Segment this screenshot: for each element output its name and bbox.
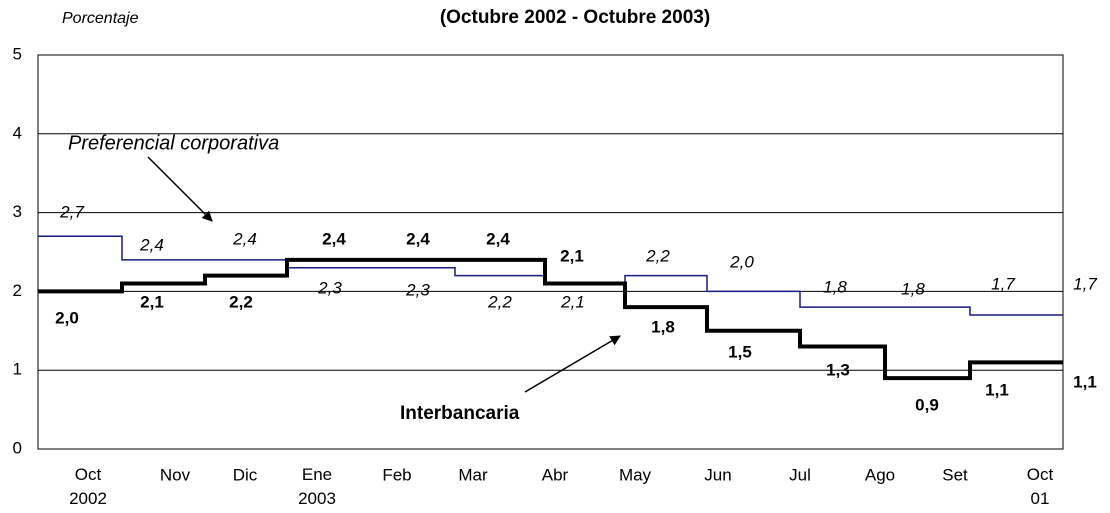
y-tick-label: 4 xyxy=(13,123,22,142)
data-label: 2,4 xyxy=(486,229,510,248)
data-label: 2,0 xyxy=(55,308,79,327)
x-tick-label: Dic xyxy=(233,465,258,484)
plot-frame xyxy=(37,54,1064,450)
x-tick-label: Set xyxy=(942,465,968,484)
x-tick-label: Mar xyxy=(458,465,488,484)
x-tick-label: May xyxy=(619,465,652,484)
data-label: 2,4 xyxy=(406,229,430,248)
data-label: 1,3 xyxy=(826,360,850,379)
legend-label: Preferencial corporativa xyxy=(68,132,279,154)
data-label: 1,7 xyxy=(1073,274,1097,293)
legend-label: Interbancaria xyxy=(400,403,520,424)
data-label: 1,5 xyxy=(728,342,752,361)
data-label: 0,9 xyxy=(915,395,939,414)
data-label: 1,7 xyxy=(991,274,1015,293)
data-label: 2,2 xyxy=(229,292,253,311)
x-tick-label: Jul xyxy=(789,465,811,484)
x-tick-label: Abr xyxy=(542,465,569,484)
chart-title: (Octubre 2002 - Octubre 2003) xyxy=(440,7,710,28)
annotation-arrow xyxy=(147,156,213,222)
x-tick-label: Feb xyxy=(382,465,411,484)
y-tick-label: 3 xyxy=(13,202,22,221)
data-label: 2,0 xyxy=(729,252,754,271)
y-axis-label: Porcentaje xyxy=(62,10,139,27)
x-tick-label: Nov xyxy=(160,465,191,484)
data-label: 2,3 xyxy=(405,280,430,299)
y-tick-label: 5 xyxy=(13,44,22,63)
data-label: 2,2 xyxy=(487,292,512,311)
data-label: 2,3 xyxy=(317,278,342,297)
x-tick-label: Jun xyxy=(704,465,731,484)
y-tick-label: 1 xyxy=(13,360,22,379)
data-label: 1,1 xyxy=(1073,372,1097,391)
x-tick-label: Oct 2002 xyxy=(69,465,107,508)
data-label: 1,1 xyxy=(985,380,1009,399)
y-tick-label: 0 xyxy=(13,438,22,457)
data-label: 1,8 xyxy=(651,317,675,336)
x-tick-label: Oct 01 xyxy=(1027,465,1054,508)
data-label: 2,1 xyxy=(560,292,585,311)
x-tick-label: Ene 2003 xyxy=(298,465,336,508)
data-label: 2,4 xyxy=(139,235,164,254)
data-label: 2,7 xyxy=(59,202,84,221)
data-label: 2,1 xyxy=(560,246,584,265)
data-label: 1,8 xyxy=(823,277,847,296)
data-label: 2,1 xyxy=(140,292,164,311)
y-tick-label: 2 xyxy=(13,281,22,300)
data-label: 1,8 xyxy=(901,279,925,298)
data-label: 2,4 xyxy=(322,229,346,248)
data-label: 2,2 xyxy=(645,246,670,265)
data-label: 2,4 xyxy=(232,229,257,248)
x-tick-label: Ago xyxy=(865,465,895,484)
annotation-arrow xyxy=(524,335,621,393)
series-line xyxy=(38,257,1063,381)
series-line xyxy=(38,235,1063,316)
